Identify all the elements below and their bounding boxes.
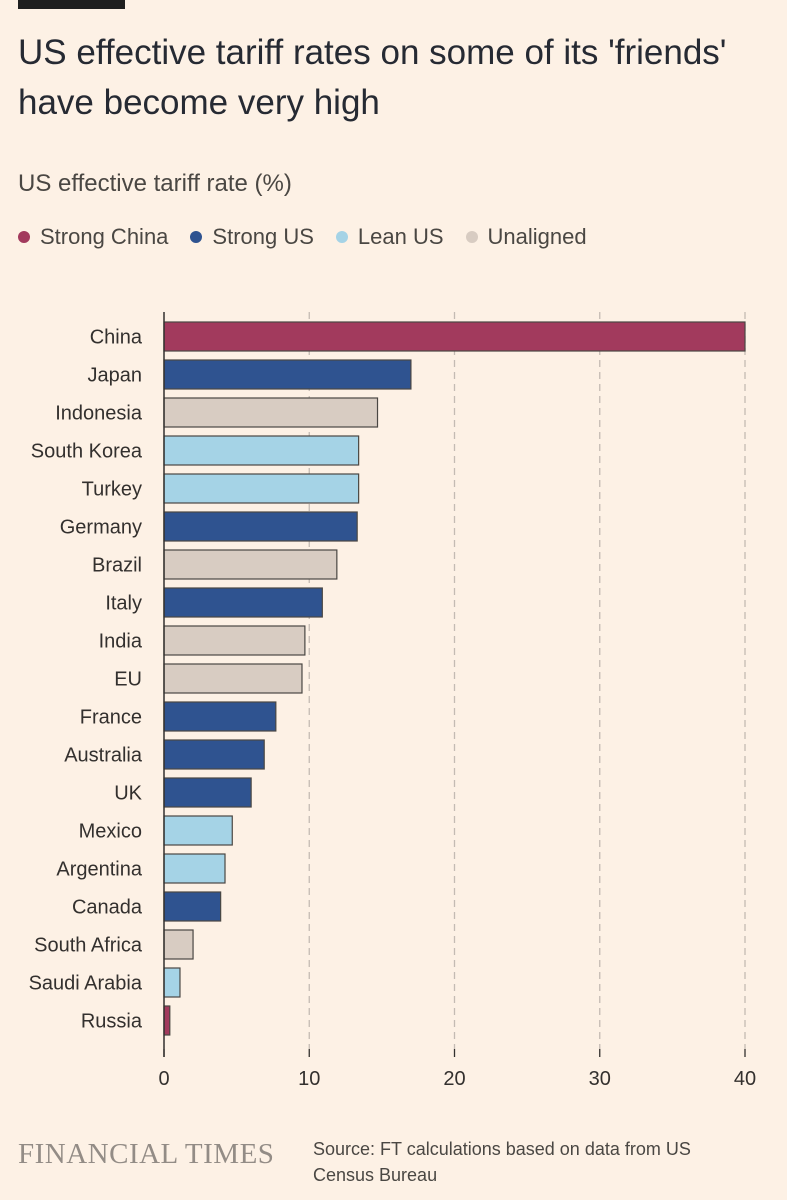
legend-item-strong-us: Strong US: [190, 224, 314, 250]
x-tick-label: 20: [443, 1068, 465, 1090]
bar: [163, 321, 746, 352]
category-label: Italy: [105, 593, 142, 615]
legend-label-strong-us: Strong US: [212, 224, 314, 249]
legend: Strong China Strong US Lean US Unaligned: [18, 224, 587, 250]
legend-swatch-unaligned: [465, 231, 478, 243]
category-label: Indonesia: [55, 403, 143, 425]
legend-label-lean-us: Lean US: [357, 224, 444, 249]
legend-label-strong-china: Strong China: [40, 224, 169, 249]
category-label: France: [80, 707, 142, 729]
category-label: India: [99, 631, 143, 653]
legend-item-lean-us: Lean US: [335, 224, 444, 250]
legend-item-unaligned: Unaligned: [465, 224, 587, 250]
legend-swatch-strong-china: [18, 231, 30, 243]
bar: [163, 739, 265, 770]
chart-subtitle: US effective tariff rate (%): [18, 170, 292, 197]
category-label: Argentina: [56, 859, 142, 881]
bar: [163, 777, 252, 808]
bar: [163, 625, 306, 656]
source-note: Source: FT calculations based on data fr…: [313, 1139, 691, 1185]
bar: [163, 549, 338, 580]
bar: [163, 815, 233, 846]
category-label: South Korea: [31, 441, 143, 463]
bar: [163, 511, 358, 542]
category-label: UK: [114, 783, 142, 805]
category-label: Saudi Arabia: [29, 973, 143, 995]
legend-swatch-strong-us: [190, 231, 203, 243]
top-rule: [18, 0, 125, 9]
bar: [163, 587, 323, 618]
category-label: EU: [114, 669, 142, 691]
category-label: Brazil: [92, 555, 142, 577]
legend-item-strong-china: Strong China: [18, 224, 168, 250]
category-label: China: [90, 327, 143, 349]
bar: [163, 967, 181, 998]
category-label: South Africa: [34, 935, 143, 957]
bar: [163, 663, 303, 694]
bar: [163, 473, 360, 504]
bar: [163, 397, 379, 428]
bar: [163, 359, 412, 390]
category-label: Japan: [88, 365, 143, 387]
bar: [163, 1005, 171, 1036]
category-label: Canada: [72, 897, 143, 919]
legend-swatch-lean-us: [335, 231, 348, 243]
bar: [163, 929, 194, 960]
x-tick-label: 40: [734, 1068, 756, 1090]
chart-title: US effective tariff rates on some of its…: [18, 33, 727, 122]
x-tick-label: 0: [158, 1068, 169, 1090]
category-label: Mexico: [79, 821, 142, 843]
category-label: Turkey: [82, 479, 142, 501]
legend-label-unaligned: Unaligned: [487, 224, 587, 249]
ft-logo: FINANCIAL TIMES: [18, 1138, 275, 1170]
category-label: Russia: [81, 1011, 143, 1033]
bar: [163, 701, 277, 732]
bar: [163, 435, 360, 466]
bar: [163, 891, 222, 922]
category-label: Germany: [60, 517, 142, 539]
x-tick-label: 30: [589, 1068, 611, 1090]
bar: [163, 853, 226, 884]
category-label: Australia: [64, 745, 143, 767]
x-tick-label: 10: [298, 1068, 320, 1090]
bar-chart: China Japan Indonesia South Korea Turkey Germ…: [29, 312, 756, 1090]
